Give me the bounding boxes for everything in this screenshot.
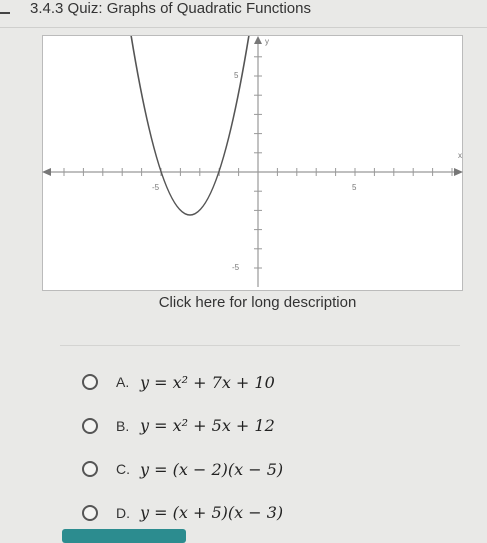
option-equation: y = x² + 7x + 10 (140, 372, 275, 392)
option-equation: y = x² + 5x + 12 (140, 416, 275, 435)
radio-button[interactable] (82, 461, 98, 477)
option-letter: D. (116, 504, 130, 521)
option-equation: y = (x + 5)(x − 3) (140, 503, 284, 522)
y-tick-label: -5 (232, 263, 240, 272)
option-letter: A. (116, 374, 130, 390)
answer-option[interactable]: A. y = x² + 7x + 10 (82, 370, 275, 394)
option-letter: B. (116, 417, 130, 434)
divider (60, 345, 460, 346)
arrow (254, 36, 262, 44)
x-tick-label: 5 (352, 183, 357, 192)
x-axis-label: x (458, 151, 462, 160)
option-letter: C. (116, 461, 130, 477)
graph: x y -5 5 5 -5 (42, 35, 463, 291)
parabola (130, 36, 250, 216)
radio-button[interactable] (82, 417, 98, 434)
submit-button[interactable] (62, 529, 186, 543)
x-tick-label: -5 (152, 183, 160, 192)
long-description-link[interactable]: Click here for long description (158, 294, 357, 311)
answer-option[interactable]: D. y = (x + 5)(x − 3) (82, 501, 283, 525)
y-tick-label: 5 (234, 71, 239, 80)
radio-button[interactable] (82, 504, 98, 521)
y-axis-label: y (265, 37, 269, 46)
menu-dash[interactable] (0, 12, 10, 14)
option-equation: y = (x − 2)(x − 5) (140, 459, 284, 479)
axes (46, 39, 459, 287)
arrow (454, 168, 463, 176)
radio-button[interactable] (82, 374, 98, 390)
graph-frame (42, 35, 463, 291)
answer-option[interactable]: B. y = x² + 5x + 12 (82, 414, 275, 438)
divider (0, 27, 487, 28)
answer-option[interactable]: C. y = (x − 2)(x − 5) (82, 457, 283, 481)
quiz-title: 3.4.3 Quiz: Graphs of Quadratic Function… (30, 0, 311, 17)
arrow (42, 168, 51, 176)
